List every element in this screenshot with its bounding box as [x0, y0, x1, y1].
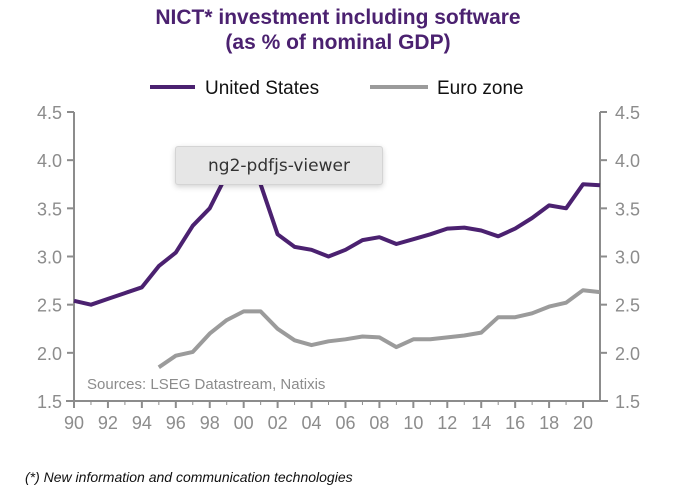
right-y-tick-label: 3.0: [615, 248, 640, 268]
x-tick-label: 16: [505, 413, 525, 433]
x-tick-label: 02: [268, 413, 288, 433]
x-tick-label: 98: [200, 413, 220, 433]
right-y-tick-label: 3.5: [615, 199, 640, 219]
x-tick-label: 04: [302, 413, 322, 433]
source-annotation: Sources: LSEG Datastream, Natixis: [87, 376, 325, 393]
x-tick-label: 90: [64, 413, 84, 433]
x-tick-label: 14: [471, 413, 491, 433]
left-y-tick-label: 3.0: [37, 248, 62, 268]
x-tick-label: 00: [234, 413, 254, 433]
left-y-tick-label: 4.5: [37, 103, 62, 123]
x-tick-label: 10: [403, 413, 423, 433]
left-y-tick-label: 3.5: [37, 199, 62, 219]
x-tick-label: 06: [335, 413, 355, 433]
left-y-tick-label: 2.5: [37, 296, 62, 316]
chart-title: NICT* investment including software: [155, 6, 521, 29]
x-tick-label: 92: [98, 413, 118, 433]
left-y-tick-label: 1.5: [37, 392, 62, 412]
right-y-tick-label: 2.5: [615, 296, 640, 316]
x-tick-label: 20: [573, 413, 593, 433]
series-line-euro-zone: [157, 288, 601, 369]
x-tick-label: 08: [369, 413, 389, 433]
left-y-tick-label: 4.0: [37, 151, 62, 171]
legend-label-united-states: United States: [205, 78, 319, 99]
legend: United States Euro zone: [150, 78, 524, 99]
right-y-tick-label: 4.5: [615, 103, 640, 123]
x-tick-label: 18: [539, 413, 559, 433]
x-tick-label: 12: [437, 413, 457, 433]
right-y-tick-label: 4.0: [615, 151, 640, 171]
right-y-tick-label: 1.5: [615, 392, 640, 412]
series-line-united-states: [73, 153, 601, 307]
right-y-tick-label: 2.0: [615, 344, 640, 364]
left-y-tick-label: 2.0: [37, 344, 62, 364]
x-tick-label: 96: [166, 413, 186, 433]
footnote: (*) New information and communication te…: [25, 469, 353, 485]
tooltip: ng2-pdfjs-viewer: [175, 146, 383, 185]
legend-label-euro-zone: Euro zone: [437, 78, 524, 99]
x-tick-label: 94: [132, 413, 152, 433]
chart-subtitle: (as % of nominal GDP): [225, 31, 451, 54]
axes: 4.5 4.0 3.5 3.0 2.5 2.0 1.5 4.5 4.0 3.5 3.0 2.5 2.0…: [37, 103, 640, 433]
